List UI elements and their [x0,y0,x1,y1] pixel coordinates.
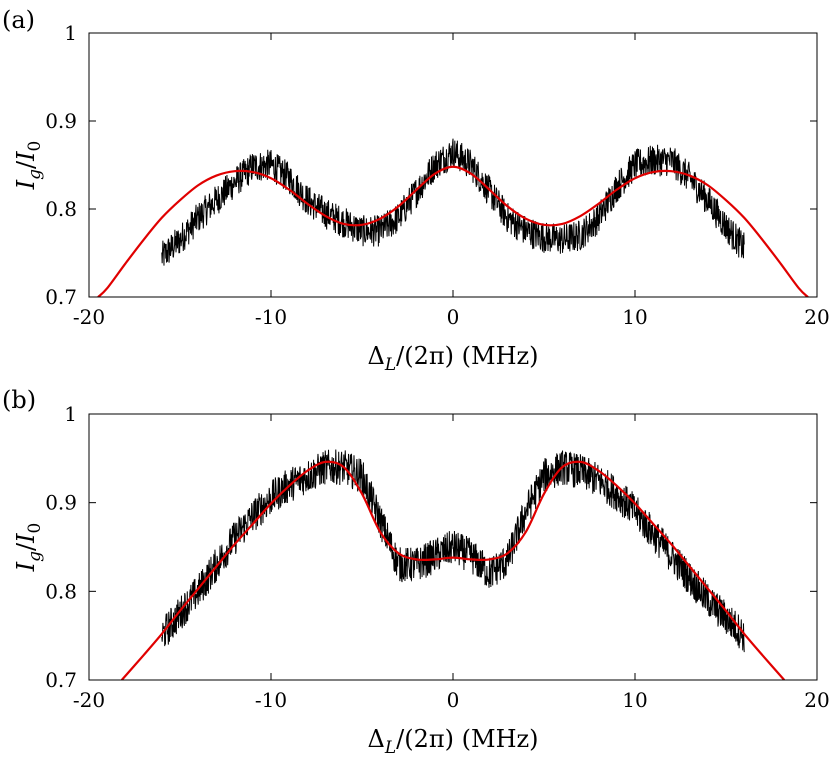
panel-a: (a) -20 -10 0 10 20 0.7 0.8 0.9 1 ΔL/(2π) (MHz) Ig​… [2,6,830,375]
y-tick-label: 0.8 [45,579,77,603]
y-tick-label: 0.9 [45,109,77,133]
x-tick-label: -20 [73,688,105,712]
y-tick-label: 0.9 [45,491,77,515]
x-tick-label: 0 [447,305,460,329]
axes-box [88,32,818,298]
y-tick-label: 0.8 [45,197,77,221]
y-axis-label: Ig​/I0​ [12,141,45,191]
x-axis-label: ΔL/(2π) (MHz) [368,725,539,757]
y-tick-label: 0.7 [45,285,77,309]
series-fit [97,165,809,297]
series-measured [161,138,745,266]
panel-label: (a) [2,6,35,34]
plot-area [97,138,809,297]
panel-label: (b) [2,386,36,414]
x-tick-label: 20 [804,305,829,329]
x-tick-label: -20 [73,305,105,329]
x-tick-label: 0 [447,688,460,712]
panel-b: (b) -20 -10 0 10 20 0.7 0.8 0.9 1 ΔL/(2π) (MHz) Ig​… [2,386,830,757]
series-measured [161,449,745,653]
x-tick-label: 10 [622,688,647,712]
y-tick-label: 1 [64,21,77,45]
x-tick-label: -10 [255,688,287,712]
y-tick-label: 0.7 [45,668,77,692]
x-axis-label: ΔL/(2π) (MHz) [368,342,539,375]
series-fit [120,460,786,680]
y-axis-label: Ig​/I0​ [12,523,45,573]
plot-area [120,449,786,680]
x-tick-label: 10 [622,305,647,329]
y-tick-label: 1 [64,402,77,426]
x-tick-label: 20 [804,688,829,712]
x-tick-label: -10 [255,305,287,329]
